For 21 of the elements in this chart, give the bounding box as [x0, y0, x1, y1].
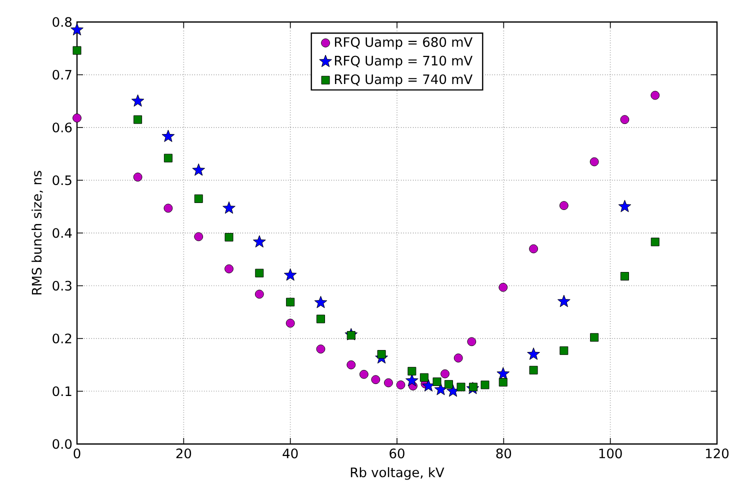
y-tick-label: 0.8 [52, 17, 72, 27]
x-tick-label: 80 [496, 448, 512, 458]
x-tick-label: 100 [599, 448, 622, 458]
x-tick-label: 60 [390, 448, 404, 458]
y-tick-label: 0.7 [52, 70, 72, 80]
x-tick-label: 20 [176, 448, 192, 458]
y-axis-title: RMS bunch size, ns [32, 170, 43, 294]
y-tick-label: 0.2 [52, 334, 72, 344]
y-tick-label: 0.3 [52, 280, 72, 291]
legend-label: RFQ Uamp = 710 mV [334, 56, 473, 68]
legend-label: RFQ Uamp = 740 mV [334, 74, 473, 87]
y-tick-label: 0.0 [52, 439, 72, 449]
y-tick-label: 0.1 [52, 386, 72, 396]
x-tick-label: 120 [706, 448, 729, 458]
y-tick-label: 0.6 [52, 122, 72, 132]
legend-label: RFQ Uamp = 680 mV [334, 37, 473, 50]
y-tick-label: 0.4 [52, 228, 72, 238]
y-tick-label: 0.5 [52, 175, 72, 186]
x-tick-label: 0 [74, 448, 80, 458]
x-tick-label: 40 [282, 448, 298, 458]
x-axis-title: Rb voltage, kV [350, 467, 444, 480]
